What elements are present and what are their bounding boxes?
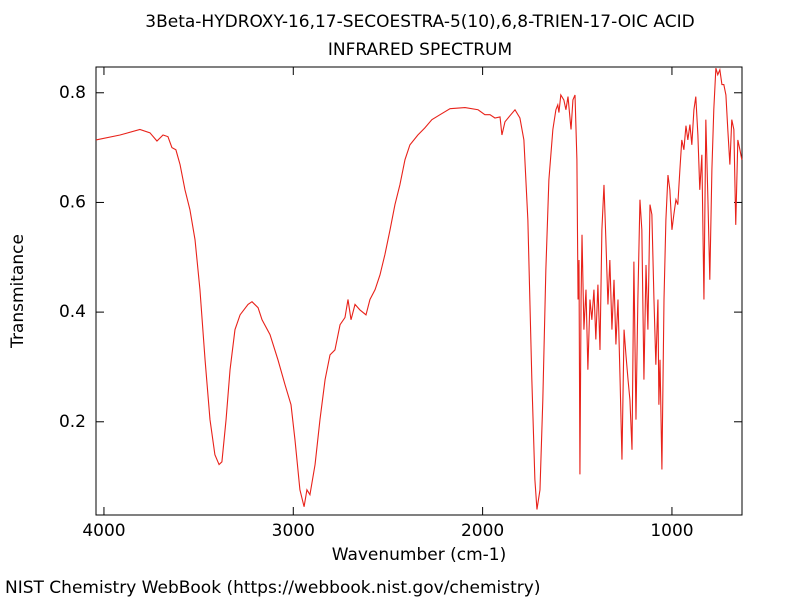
chart-title: 3Beta-HYDROXY-16,17-SECOESTRA-5(10),6,8-… (145, 12, 694, 32)
x-axis-label: Wavenumber (cm-1) (332, 545, 507, 565)
source-note: NIST Chemistry WebBook (https://webbook.… (5, 578, 540, 598)
y-axis-label: Transmitance (8, 234, 28, 349)
y-tick-label: 0.6 (59, 192, 86, 212)
x-tick-label: 4000 (82, 521, 125, 541)
plot-frame (95, 66, 743, 516)
x-tick-label: 1000 (650, 521, 693, 541)
spectrum-line (95, 67, 743, 510)
y-tick-label: 0.4 (59, 302, 86, 322)
x-tick-label: 3000 (272, 521, 315, 541)
chart-subtitle: INFRARED SPECTRUM (328, 40, 512, 60)
y-tick-label: 0.2 (59, 412, 86, 432)
y-tick-label: 0.8 (59, 83, 86, 103)
x-tick-label: 2000 (461, 521, 504, 541)
